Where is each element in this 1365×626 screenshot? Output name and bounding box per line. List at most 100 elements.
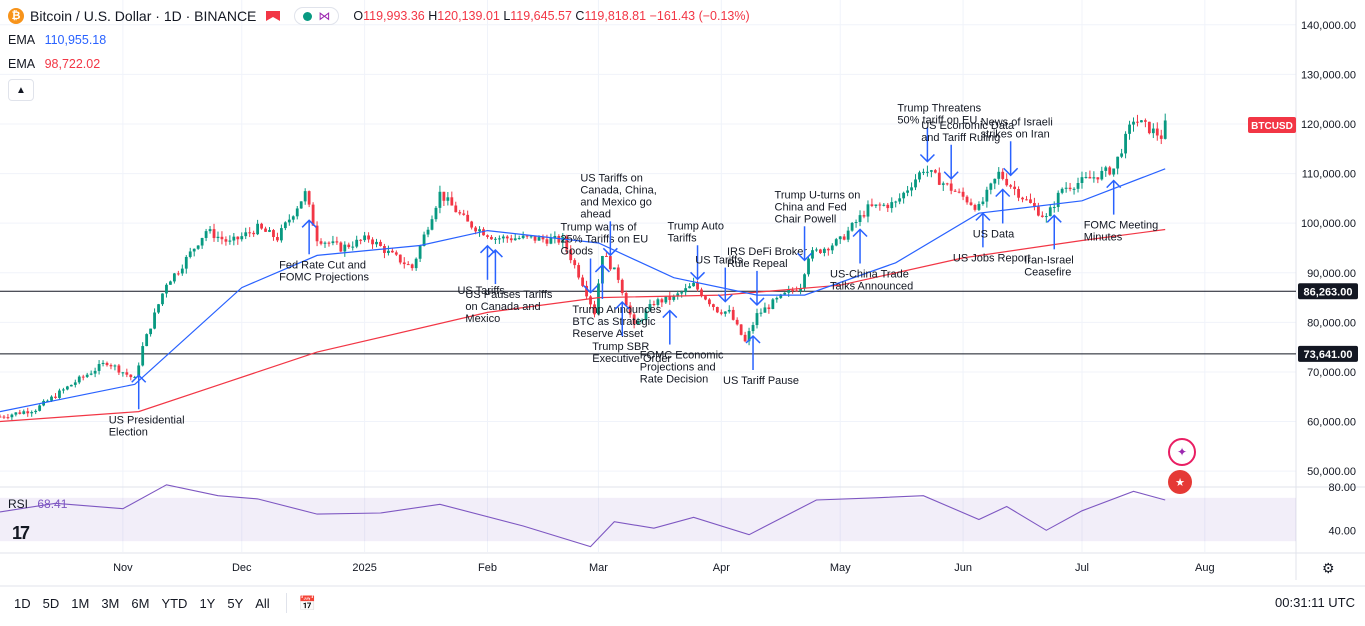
range-ytd[interactable]: YTD — [161, 595, 188, 611]
settings-gear-icon[interactable]: ⚙ — [1322, 560, 1335, 576]
candle-body — [989, 183, 993, 190]
collapse-legend-button[interactable]: ▲ — [8, 79, 34, 101]
candle-body — [1040, 215, 1044, 217]
candle-body — [636, 321, 640, 325]
candle-body — [137, 365, 141, 377]
candle-body — [826, 248, 830, 251]
candle-body — [842, 236, 846, 240]
annotation-label: US-China Trade Talks Announced — [830, 268, 913, 292]
candle-body — [497, 238, 501, 240]
annotation-arrowhead — [487, 248, 503, 258]
annotation-arrowhead — [583, 284, 599, 294]
candle-body — [569, 249, 573, 261]
candle-body — [941, 183, 945, 185]
candle-body — [815, 249, 818, 251]
ohlc-readout: O119,993.36 H120,139.01 L119,645.57 C119… — [353, 9, 749, 23]
rsi-line — [0, 484, 1166, 548]
candle-body — [929, 170, 933, 172]
candle-body — [1029, 199, 1032, 203]
candle-body — [256, 223, 260, 235]
candle-body — [390, 250, 394, 253]
candle-body — [672, 295, 676, 300]
candle-body — [371, 239, 374, 245]
candle-body — [375, 241, 378, 245]
range-1y[interactable]: 1Y — [199, 595, 216, 611]
candle-body — [541, 237, 545, 240]
candle-body — [1159, 135, 1163, 139]
candle-body — [145, 334, 149, 347]
candle-body — [561, 237, 565, 243]
candle-body — [1132, 121, 1135, 125]
market-status-pill[interactable]: ⋈ — [294, 7, 340, 25]
candle-body — [1080, 177, 1084, 183]
candle-body — [807, 258, 810, 275]
change-value: −161.43 (−0.13%) — [649, 9, 750, 23]
us-flag-icon[interactable]: ★ — [1168, 470, 1192, 494]
range-1m[interactable]: 1M — [71, 595, 90, 611]
candle-body — [771, 299, 775, 309]
candle-body — [149, 328, 153, 335]
annotation-label: US Tariffs — [695, 255, 743, 267]
line2-price-tag: 73,641.00 — [1304, 349, 1353, 361]
candle-body — [822, 248, 826, 253]
candle-body — [632, 314, 636, 325]
candle-body — [870, 204, 874, 206]
candle-body — [0, 416, 2, 418]
candle-body — [204, 231, 208, 238]
rsi-band — [0, 497, 1296, 542]
annotation-label: Trump Announces BTC as Strategic Reserve A… — [572, 304, 661, 340]
candle-body — [109, 365, 113, 367]
range-1d[interactable]: 1D — [14, 595, 31, 611]
candle-body — [997, 171, 1001, 179]
candle-body — [1033, 202, 1036, 207]
candle-body — [719, 312, 723, 314]
candle-body — [73, 382, 77, 385]
annotation-arrowhead — [131, 374, 147, 383]
chart-header: ₿ Bitcoin / U.S. Dollar · 1D · BINANCE ⋈… — [8, 6, 750, 26]
annotation-label: US Economic Data and Tariff Ruling — [921, 120, 1015, 144]
range-3m[interactable]: 3M — [101, 595, 120, 611]
candle-body — [30, 412, 34, 414]
candle-body — [38, 405, 42, 411]
candle-body — [418, 245, 422, 259]
candle-body — [838, 236, 842, 240]
candle-body — [69, 384, 73, 387]
candle-body — [593, 304, 596, 315]
candle-body — [723, 311, 727, 314]
candle-body — [965, 196, 969, 203]
range-6m[interactable]: 6M — [131, 595, 150, 611]
range-all[interactable]: All — [255, 595, 270, 611]
candle-body — [22, 411, 26, 414]
candle-body — [466, 214, 470, 222]
candle-body — [993, 178, 997, 184]
x-tick-label: Dec — [232, 562, 252, 574]
candle-body — [886, 204, 890, 209]
symbol-title[interactable]: Bitcoin / U.S. Dollar · 1D · BINANCE — [30, 8, 257, 24]
candle-body — [581, 277, 585, 286]
annotation-arrowhead — [690, 271, 706, 281]
candle-body — [1056, 192, 1060, 208]
ema-long-legend[interactable]: EMA 98,722.02 — [8, 57, 100, 71]
candle-body — [1021, 197, 1024, 200]
ema-short-legend[interactable]: EMA 110,955.18 — [8, 33, 106, 47]
flag-icon[interactable] — [266, 11, 281, 21]
candle-body — [513, 238, 517, 241]
range-5y[interactable]: 5Y — [227, 595, 244, 611]
candle-body — [85, 374, 89, 377]
range-5d[interactable]: 5D — [42, 595, 60, 611]
low-value: 119,645.57 — [510, 9, 572, 23]
annotation-arrowhead — [797, 252, 813, 262]
candle-body — [398, 254, 402, 263]
candle-body — [387, 250, 390, 253]
candle-body — [81, 376, 85, 378]
rsi-legend[interactable]: RSI 68.41 — [8, 497, 67, 511]
ai-assistant-icon[interactable]: ✦ — [1168, 438, 1196, 466]
candle-body — [410, 264, 414, 269]
utc-clock[interactable]: 00:31:11 UTC — [1275, 595, 1355, 610]
calendar-range-icon[interactable]: 📅 — [298, 594, 317, 611]
candle-body — [1068, 187, 1072, 190]
candle-body — [200, 237, 204, 246]
candle-body — [866, 204, 870, 217]
tradingview-logo[interactable]: 17 — [12, 523, 30, 543]
